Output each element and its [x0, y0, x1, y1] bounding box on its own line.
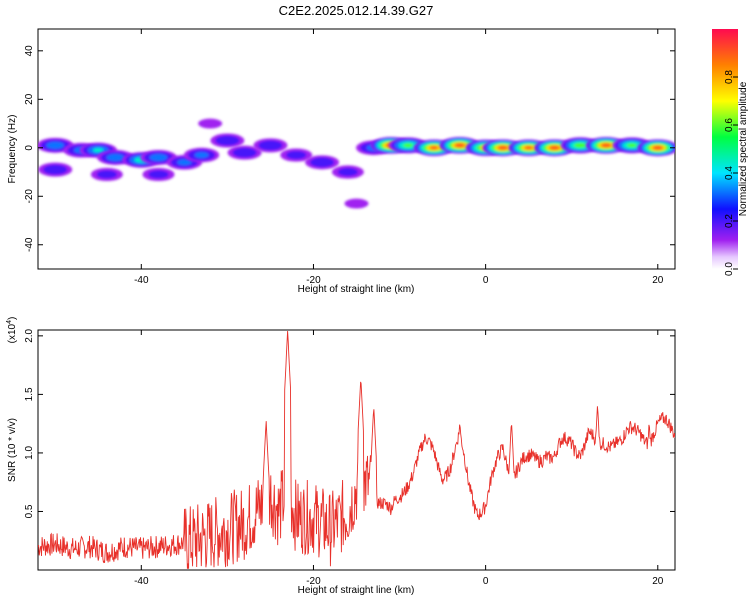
snr-panel: -40 -20 0 20 0.5 1.0 1.5 2.0 Height of straight… — [6, 317, 676, 596]
heatmap-cell — [344, 198, 369, 209]
heatmap-cell — [96, 170, 117, 179]
heatmap-cell — [549, 145, 560, 150]
snr-series-line — [38, 330, 675, 569]
snr-frame — [37, 329, 676, 571]
heatmap-cell — [92, 148, 104, 153]
heatmap-cell — [574, 142, 587, 148]
heatmap-cell — [215, 135, 240, 146]
colorbar: 0.0 0.2 0.4 0.6 0.8 Normalized spectral ampl… — [712, 29, 749, 276]
y-tick-label: -20 — [24, 189, 35, 204]
heatmap-cell — [194, 152, 209, 158]
heatmap-blob — [90, 167, 123, 182]
x-tick-label: 20 — [652, 275, 664, 286]
colorbar-tick-label: 0.4 — [724, 166, 735, 180]
y-tick-label: 2.0 — [24, 328, 35, 342]
heatmap-cell — [652, 145, 664, 150]
heatmap-blob — [38, 162, 73, 177]
heatmap-cell — [258, 140, 283, 151]
heatmap-cell — [177, 159, 192, 166]
y-tick-label: 0 — [24, 145, 35, 151]
y-tick-label: -40 — [24, 237, 35, 252]
heatmap-cell — [106, 153, 125, 162]
heatmap-cell — [232, 147, 257, 158]
x-tick-label: -40 — [134, 576, 149, 587]
colorbar-tick-label: 0.8 — [724, 70, 735, 84]
y-tick-label: 1.5 — [24, 387, 35, 401]
x-tick-label: 0 — [483, 275, 489, 286]
heatmap-blob — [227, 145, 262, 160]
y-tick-label: 20 — [24, 93, 35, 105]
heatmap-blob — [210, 133, 245, 148]
x-tick-label: 0 — [483, 576, 489, 587]
colorbar-tick-label: 0.2 — [724, 214, 735, 228]
x-tick-label: -20 — [306, 275, 321, 286]
heatmap-cell — [600, 143, 612, 148]
heatmap-axes: -40 -20 0 20 -40 -20 0 20 40 — [24, 29, 675, 286]
heatmap-blob — [280, 148, 313, 162]
heatmap-ylabel: Frequency (Hz) — [7, 115, 18, 184]
heatmap-blob — [637, 139, 675, 157]
y-tick-label: 1.0 — [24, 446, 35, 460]
heatmap-blob — [198, 118, 223, 129]
heatmap-cell — [429, 145, 439, 150]
snr-ylabel: SNR (10 * v/v) — [7, 418, 18, 482]
colorbar-label: Normalized spectral amplitude — [738, 81, 749, 216]
colorbar-gradient — [712, 29, 738, 269]
snr-axes: -40 -20 0 20 0.5 1.0 1.5 2.0 — [24, 328, 675, 587]
y-tick-label: 0.5 — [24, 504, 35, 518]
heatmap-blob — [305, 155, 340, 170]
heatmap-cell — [310, 157, 335, 168]
y-tick-label: 40 — [24, 45, 35, 57]
chart-title: C2E2.2025.012.14.39.G27 — [279, 3, 434, 18]
heatmap-panel: -40 -20 0 20 -40 -20 0 20 40 Height of straight … — [7, 28, 676, 295]
heatmap-cell — [497, 145, 509, 150]
colorbar-tick-label: 0.0 — [724, 262, 735, 276]
heatmap-cell — [46, 141, 65, 149]
heatmap-blob — [183, 147, 220, 163]
heatmap-cell — [454, 143, 466, 148]
heatmap-cell — [403, 143, 414, 148]
heatmap-cell — [149, 153, 168, 162]
heatmap-blob — [142, 167, 175, 182]
heatmap-cell — [337, 167, 358, 177]
heatmap-cell — [627, 143, 637, 148]
colorbar-tick-label: 0.6 — [724, 118, 735, 132]
heatmap-cell — [198, 118, 223, 129]
snr-multiplier: (x104) — [6, 317, 18, 344]
heatmap-marks — [38, 118, 675, 209]
colorbar-axis: 0.0 0.2 0.4 0.6 0.8 — [724, 70, 738, 276]
heatmap-cell — [148, 170, 169, 179]
x-tick-label: 20 — [652, 576, 664, 587]
heatmap-cell — [524, 145, 533, 150]
heatmap-xlabel: Height of straight line (km) — [298, 284, 415, 295]
heatmap-blob — [253, 138, 288, 153]
heatmap-blob — [140, 149, 177, 165]
heatmap-blob — [331, 165, 364, 179]
heatmap-blob — [344, 198, 369, 209]
heatmap-cell — [43, 164, 68, 175]
x-tick-label: -20 — [306, 576, 321, 587]
heatmap-cell — [286, 150, 307, 160]
x-tick-label: -40 — [134, 275, 149, 286]
snr-xlabel: Height of straight line (km) — [298, 585, 415, 596]
